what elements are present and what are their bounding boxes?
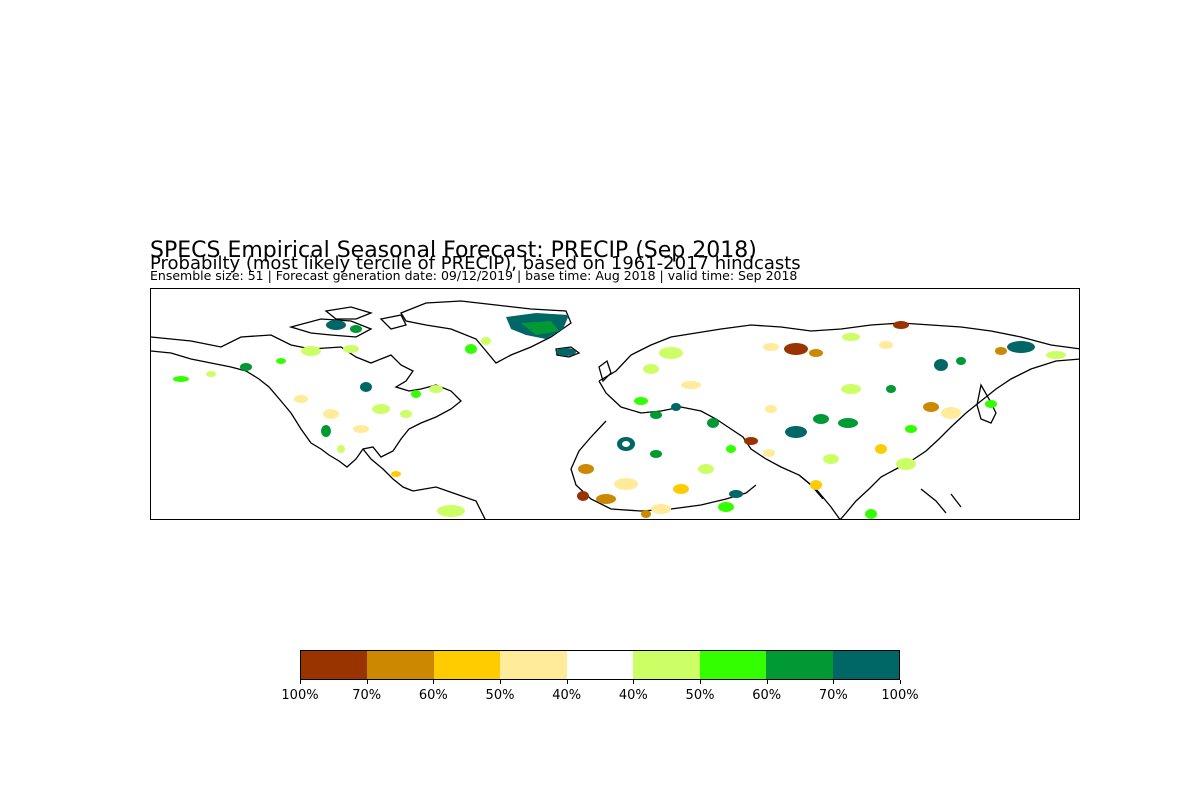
colorbar-segment bbox=[301, 651, 368, 679]
coast-mediterranean bbox=[598, 380, 824, 500]
colorbar-tick bbox=[366, 680, 368, 684]
colorbar-segment bbox=[766, 651, 833, 679]
colorbar-segment bbox=[832, 651, 899, 679]
colorbar-tick-label: 100% bbox=[881, 688, 919, 703]
colorbar-tick-label: 100% bbox=[281, 688, 319, 703]
coast-uk bbox=[598, 359, 612, 383]
colorbar-segment bbox=[500, 651, 567, 679]
colorbar-tick-label: 70% bbox=[352, 688, 382, 703]
colorbar-tick bbox=[300, 680, 301, 684]
colorbar-tick bbox=[500, 680, 501, 684]
forecast-map bbox=[150, 288, 1080, 520]
colorbar-tick-label: 60% bbox=[752, 688, 782, 703]
colorbar-tick-label: 50% bbox=[685, 688, 715, 703]
coast-south-america bbox=[412, 486, 486, 519]
coast-india bbox=[798, 474, 841, 519]
colorbar bbox=[300, 650, 900, 680]
colorbar-tick-label: 40% bbox=[618, 688, 648, 703]
coast-africa bbox=[570, 420, 757, 512]
colorbar-segment bbox=[433, 651, 501, 679]
coastlines bbox=[151, 300, 1079, 519]
coast-arctic-islands bbox=[288, 306, 407, 338]
colorbar-tick-label: 70% bbox=[818, 688, 848, 703]
precip-patches bbox=[173, 313, 1066, 519]
colorbar-segment bbox=[367, 651, 434, 679]
colorbar-tick bbox=[900, 680, 901, 684]
chart-title: SPECS Empirical Seasonal Forecast: PRECI… bbox=[150, 238, 757, 263]
forecast-metadata: Ensemble size: 51 | Forecast generation … bbox=[150, 268, 798, 283]
coast-iceland bbox=[555, 346, 581, 358]
colorbar-tick bbox=[566, 680, 568, 684]
map-svg bbox=[151, 300, 1079, 519]
coast-greenland bbox=[400, 300, 572, 364]
colorbar-tick bbox=[633, 680, 635, 684]
colorbar-segment bbox=[633, 651, 700, 679]
colorbar-segment bbox=[699, 651, 767, 679]
colorbar-tick bbox=[433, 680, 435, 684]
colorbar-segment bbox=[566, 651, 634, 679]
colorbar-tick-label: 60% bbox=[418, 688, 448, 703]
colorbar-tick bbox=[833, 680, 835, 684]
coast-southeast-asia bbox=[920, 488, 962, 514]
colorbar-labels: 100% 70% 60% 50% 40% 40% 50% 60% 70% 100% bbox=[281, 680, 919, 704]
colorbar-tick bbox=[700, 680, 701, 684]
coast-japan bbox=[976, 383, 997, 424]
colorbar-tick-label: 40% bbox=[552, 688, 582, 703]
coast-central-america bbox=[362, 448, 414, 492]
colorbar-tick-label: 50% bbox=[485, 688, 515, 703]
chart-subtitle: Probabilty (most likely tercile of PRECI… bbox=[150, 253, 801, 274]
colorbar-tick bbox=[766, 680, 768, 684]
